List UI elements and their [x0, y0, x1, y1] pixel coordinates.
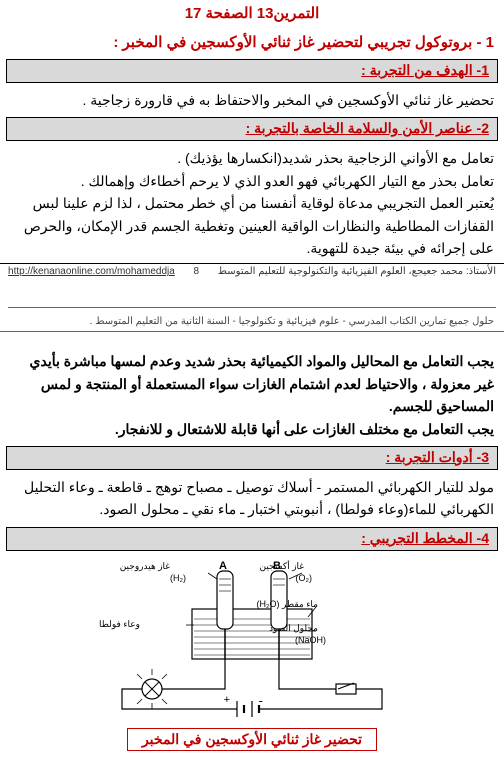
- paragraph-tools: مولد للتيار الكهربائي المستمر - أسلاك تو…: [0, 472, 504, 525]
- label-vessel: وعاء فولطا: [99, 619, 140, 630]
- label-h2f: (H₂): [170, 573, 186, 583]
- footer-author: الأستاذ: محمد جعيجع، العلوم الفيزيائية و…: [218, 266, 496, 277]
- heading-goal: 1- الهدف من التجربة :: [6, 59, 498, 83]
- diagram-caption: تحضير غاز ثنائي الأوكسجين في المخبر: [127, 728, 377, 751]
- heading-tools-text: 3- أدوات التجربة :: [386, 449, 489, 465]
- paragraph-safety2: يجب التعامل مع المحاليل والمواد الكيميائ…: [0, 346, 504, 444]
- heading-goal-text: 1- الهدف من التجربة :: [361, 62, 489, 78]
- page-footer: الأستاذ: محمد جعيجع، العلوم الفيزيائية و…: [0, 263, 504, 279]
- heading-diagram: 4- المخطط التجريبي :: [6, 527, 498, 551]
- label-water: ماء مقطر (H₂O): [256, 599, 318, 610]
- diagram-container: A B غاز هيدروجين (H₂) غاز أكسجين (O₂) ما…: [0, 553, 504, 757]
- svg-text:+: +: [224, 694, 230, 706]
- label-a: A: [219, 560, 227, 572]
- heading-safety: 2- عناصر الأمن والسلامة الخاصة بالتجربة …: [6, 117, 498, 141]
- footer-url: http://kenanaonline.com/mohameddja: [8, 266, 175, 277]
- heading-safety-text: 2- عناصر الأمن والسلامة الخاصة بالتجربة …: [246, 120, 489, 136]
- page-number-title: التمرين13 الصفحة 17: [185, 5, 320, 22]
- electrolysis-diagram: A B غاز هيدروجين (H₂) غاز أكسجين (O₂) ما…: [82, 559, 422, 719]
- label-naoh: محلول الصود: [269, 623, 318, 634]
- footer-pagenum: 8: [194, 266, 200, 277]
- heading-diagram-text: 4- المخطط التجريبي :: [361, 530, 489, 546]
- page-divider: [8, 307, 496, 308]
- label-o2: غاز أكسجين: [260, 559, 305, 572]
- paragraph-goal: تحضير غاز ثنائي الأوكسجين في المخبر والا…: [0, 85, 504, 115]
- paragraph-safety: تعامل مع الأواني الزجاجية بحذر شديد(انكس…: [0, 143, 504, 263]
- sub-header: حلول جميع تمارين الكتاب المدرسي - علوم ف…: [0, 312, 504, 332]
- main-title: 1 - بروتوكول تجريبي لتحضير غاز ثنائي الأ…: [0, 27, 504, 57]
- svg-text:-: -: [259, 693, 263, 708]
- label-h2: غاز هيدروجين: [120, 561, 171, 572]
- label-naohf: (NaOH): [295, 635, 326, 645]
- heading-tools: 3- أدوات التجربة :: [6, 446, 498, 470]
